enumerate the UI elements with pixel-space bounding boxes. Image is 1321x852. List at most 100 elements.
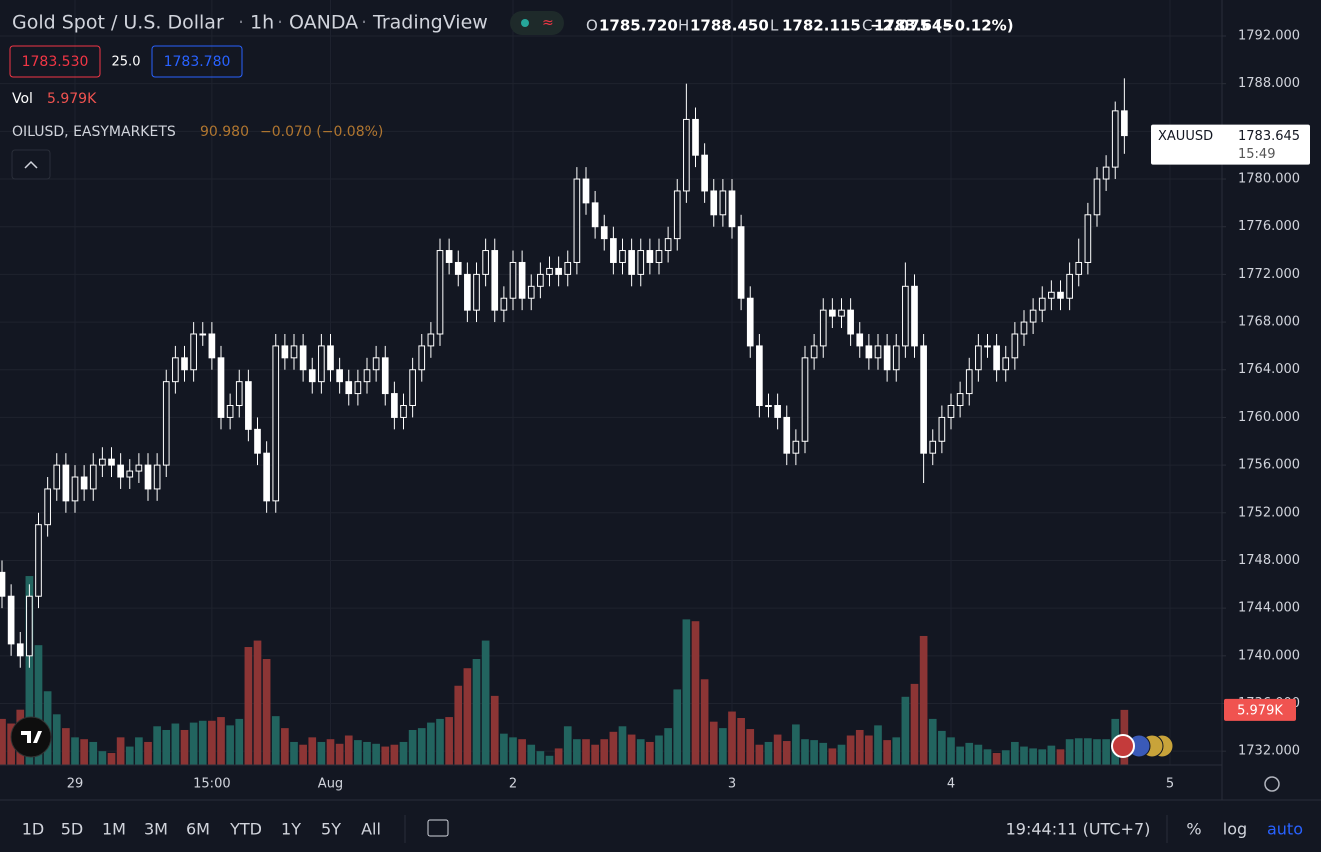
candle-body xyxy=(984,345,991,348)
volume-bar xyxy=(728,711,736,765)
range-button[interactable]: 5D xyxy=(61,820,84,839)
candle-body xyxy=(135,464,143,472)
candle-body xyxy=(226,405,234,418)
candle-body xyxy=(591,202,599,228)
grid xyxy=(0,0,1222,765)
volume-bar xyxy=(107,753,116,765)
market-status[interactable] xyxy=(510,11,564,35)
collapse-button[interactable] xyxy=(11,149,51,180)
volume-bar xyxy=(801,739,809,765)
range-button[interactable]: 1D xyxy=(22,820,45,839)
volume-bar xyxy=(80,739,88,765)
scale-option[interactable]: auto xyxy=(1267,820,1303,839)
candle-body xyxy=(765,405,772,408)
candle-body xyxy=(290,345,298,359)
candle-body xyxy=(518,261,526,299)
last-price-label: XAUUSD 1783.645 15:49 5.979K xyxy=(1151,124,1310,721)
volume-bar xyxy=(463,668,472,765)
range-button[interactable]: YTD xyxy=(229,820,262,839)
volume-bar xyxy=(244,647,253,765)
volume-bar xyxy=(928,718,937,765)
candle-body xyxy=(1093,178,1101,216)
volume-bar xyxy=(1084,738,1092,765)
status-icon: ≈ xyxy=(542,15,554,31)
candle-body xyxy=(527,285,535,299)
volume-bar xyxy=(1029,748,1037,765)
date-range-icon[interactable] xyxy=(427,819,449,837)
volume-bar xyxy=(591,744,599,765)
volume-bar xyxy=(171,723,180,765)
volume-bar xyxy=(682,619,691,765)
scale-option[interactable]: % xyxy=(1186,820,1201,839)
candle-body xyxy=(445,250,453,263)
event-flags[interactable] xyxy=(1111,734,1174,758)
volume-bar xyxy=(180,729,189,765)
volume-bar xyxy=(755,744,764,765)
buy-button[interactable] xyxy=(151,45,243,78)
volume-bar xyxy=(344,735,353,765)
candle-body xyxy=(911,285,918,347)
y-tick-label: 1772.000 xyxy=(1238,267,1300,282)
candle-body xyxy=(1111,110,1119,168)
volume-bar xyxy=(262,659,271,765)
y-tick-label: 1792.000 xyxy=(1238,28,1300,43)
candle-body xyxy=(902,285,909,347)
range-button[interactable]: 1M xyxy=(102,820,126,839)
candle-body xyxy=(938,416,946,442)
volume-bar xyxy=(956,746,964,765)
candle-body xyxy=(500,297,508,311)
candle-body xyxy=(537,273,544,287)
volume-bar xyxy=(983,749,992,765)
candle-body xyxy=(482,250,489,275)
settings-icon[interactable] xyxy=(1264,776,1280,792)
candle-body xyxy=(126,470,134,478)
y-tick-label: 1756.000 xyxy=(1238,458,1300,473)
range-button[interactable]: 5Y xyxy=(321,820,341,839)
candle-body xyxy=(664,238,672,252)
candle-body xyxy=(829,309,836,317)
x-tick-label: 29 xyxy=(67,777,84,792)
candle-body xyxy=(318,345,325,383)
separator: · xyxy=(361,12,367,34)
volume-bar xyxy=(25,576,34,765)
source: OANDA xyxy=(289,12,358,34)
flag xyxy=(1111,734,1135,758)
y-tick-label: 1764.000 xyxy=(1238,362,1300,377)
interval[interactable]: 1h xyxy=(250,12,274,34)
candle-body xyxy=(1075,261,1083,275)
candle-body xyxy=(44,488,51,526)
sell-button[interactable] xyxy=(9,45,101,78)
candle-body xyxy=(947,405,955,418)
candle-body xyxy=(838,309,845,317)
candle-body xyxy=(610,238,617,263)
candle-body xyxy=(892,345,900,371)
candle-body xyxy=(281,345,289,359)
range-button[interactable]: All xyxy=(361,820,381,839)
candle-body xyxy=(1038,297,1046,311)
logo-mark xyxy=(21,731,42,743)
candle-body xyxy=(792,440,800,454)
ask-price: 1783.780 xyxy=(164,54,231,70)
volume-bar xyxy=(709,721,718,765)
volume-bar xyxy=(399,741,408,765)
candle-body xyxy=(783,416,791,454)
volume-bar xyxy=(1011,741,1019,765)
range-button[interactable]: 3M xyxy=(144,820,168,839)
candle-body xyxy=(436,250,444,335)
volume-bar xyxy=(627,734,636,765)
scale-option[interactable]: log xyxy=(1223,820,1247,839)
volume-bar xyxy=(919,635,928,765)
candle-body xyxy=(354,381,362,395)
volume-bar xyxy=(490,695,499,765)
ohlc-value: 1788.450 xyxy=(690,17,769,35)
range-button[interactable]: 1Y xyxy=(281,820,301,839)
clock[interactable]: 19:44:11 (UTC+7) xyxy=(1006,820,1151,839)
candle-body xyxy=(0,571,6,597)
candle-body xyxy=(847,309,854,335)
ohlc-key: L xyxy=(770,17,779,35)
volume-bar xyxy=(1093,739,1101,765)
candle-body xyxy=(336,369,343,383)
volume-bar xyxy=(144,741,152,765)
range-button[interactable]: 6M xyxy=(186,820,210,839)
ohlc-legend: O 1785.720 H 1788.450 L 1782.115 C 1783.645 xyxy=(586,17,953,35)
